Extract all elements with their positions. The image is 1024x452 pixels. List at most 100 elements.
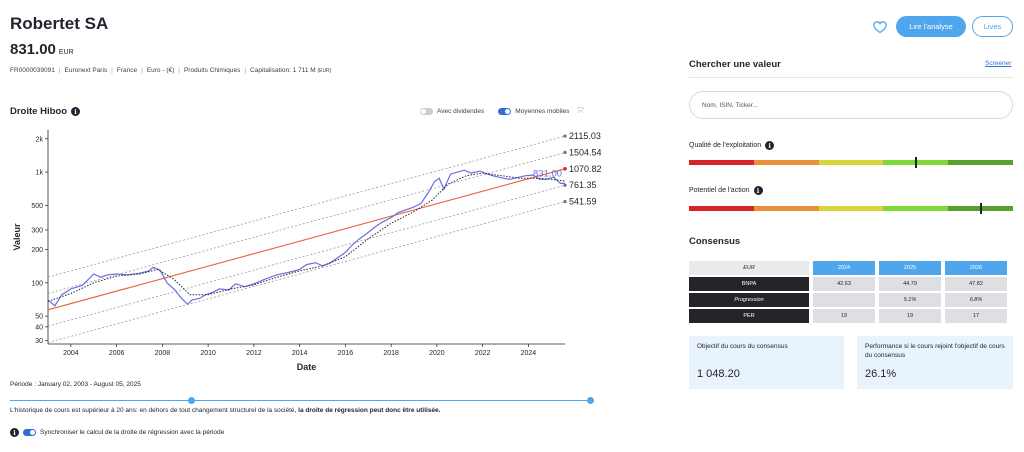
x-tick-label: 2020 xyxy=(429,350,445,357)
history-note-bold: la droite de régression peut donc être u… xyxy=(298,407,441,414)
gauge-segment xyxy=(753,206,819,211)
consensus-table: EUR 2024 2025 2026 BNPA 42.63 44.79 47.8… xyxy=(685,259,1011,325)
regression-line xyxy=(47,168,566,311)
price-line xyxy=(47,169,565,307)
y-axis-label: Valeur xyxy=(12,223,22,251)
target-price-value: 1 048.20 xyxy=(697,368,740,380)
currency-info: Euro - (€) xyxy=(146,67,175,74)
country: France xyxy=(116,67,138,74)
channel-line xyxy=(47,135,566,278)
x-tick-label: 2024 xyxy=(521,350,537,357)
y-tick-label: 50 xyxy=(35,314,43,321)
potential-info-icon[interactable]: i xyxy=(753,186,763,195)
channel-end-dot xyxy=(563,134,567,138)
performance-label: Performance si le cours rejoint l'object… xyxy=(865,343,1005,359)
screener-link[interactable]: Screener xyxy=(985,60,1012,67)
table-row: BNPA 42.63 44.79 47.82 xyxy=(689,277,1007,291)
search-title: Chercher une valeur xyxy=(689,59,781,70)
sync-info-icon[interactable]: i xyxy=(10,428,19,437)
history-note-text: L'historique de cours est supérieur à 20… xyxy=(10,407,299,414)
year-header: 2026 xyxy=(945,261,1007,275)
capitalisation: Capitalisation: 1 711 M xyxy=(250,67,316,74)
expand-icon[interactable]: ⤧ xyxy=(577,106,584,115)
target-price-card: Objectif du cours du consensus 1 048.20 xyxy=(689,336,844,389)
channel-end-label: 761.35 xyxy=(569,180,597,190)
regression-end-dot xyxy=(563,167,567,171)
y-tick-label: 30 xyxy=(35,338,43,345)
period-label: Période : January 02, 2003 - August 05, … xyxy=(10,381,141,388)
x-tick-label: 2022 xyxy=(475,350,491,357)
gauge-segment xyxy=(883,206,949,211)
channel-end-label: 1504.54 xyxy=(569,147,602,157)
dividends-toggle-label: Avec dividendes xyxy=(437,107,485,115)
chart-title-text: Droite Hiboo xyxy=(10,106,67,117)
gauge-segment xyxy=(818,206,884,211)
exchange: Euronext Paris xyxy=(64,67,108,74)
price-value: 831.00 xyxy=(10,41,56,58)
sync-label: Synchroniser le calcul de la droite de r… xyxy=(40,429,225,436)
moving-averages-toggle[interactable] xyxy=(498,107,512,115)
table-cell xyxy=(813,293,875,307)
sync-toggle[interactable] xyxy=(23,429,36,436)
info-icon[interactable]: i xyxy=(71,107,80,116)
table-row: Progression 5.1% 6.8% xyxy=(689,293,1007,307)
period-slider-start-handle[interactable] xyxy=(188,397,195,404)
potential-gauge xyxy=(689,206,1013,211)
heart-icon[interactable] xyxy=(872,19,888,35)
gauge-segment xyxy=(689,206,754,211)
gauge-segment xyxy=(948,160,1013,165)
y-tick-label: 2k xyxy=(36,136,44,143)
sector: Produits Chimiques xyxy=(183,67,241,74)
period-slider-track[interactable] xyxy=(10,400,592,401)
moving-averages-toggle-label: Moyennes mobiles xyxy=(515,107,570,115)
y-tick-label: 300 xyxy=(31,227,43,234)
period-slider-end-handle[interactable] xyxy=(587,397,594,404)
gauge-segment xyxy=(753,160,819,165)
stock-meta: FR0000039091 | Euronext Paris | France | Euro … xyxy=(10,67,332,74)
y-tick-label: 40 xyxy=(35,324,43,331)
channel-end-dot xyxy=(563,199,567,204)
table-cell: 17 xyxy=(945,309,1007,323)
gauge-title-quality: Qualité de l'exploitation i xyxy=(689,141,775,150)
row-label: PER xyxy=(689,309,809,323)
current-price-label: 831.00 xyxy=(533,168,562,179)
table-header-row: EUR 2024 2025 2026 xyxy=(689,261,1007,275)
year-header: 2025 xyxy=(879,261,941,275)
channel-line xyxy=(47,201,566,343)
dividends-toggle[interactable] xyxy=(420,107,433,115)
y-tick-label: 500 xyxy=(31,203,43,210)
table-row: PER 19 19 17 xyxy=(689,309,1007,323)
read-analysis-button[interactable]: Lire l'analyse xyxy=(896,16,966,37)
regression-end-label: 1070.82 xyxy=(569,164,602,174)
divider xyxy=(689,77,1013,78)
table-cell: 44.79 xyxy=(879,277,941,291)
history-note: L'historique de cours est supérieur à 20… xyxy=(10,407,440,414)
chart-toggles: Avec dividendes Moyennes mobiles ⤧ xyxy=(420,106,584,116)
company-name: Robertet SA xyxy=(10,14,109,33)
chart-title: Droite Hiboo i xyxy=(10,106,80,117)
x-tick-label: 2004 xyxy=(63,350,79,357)
currency-header: EUR xyxy=(689,261,809,275)
channel-end-label: 541.59 xyxy=(569,197,597,207)
gauge-segment xyxy=(818,160,884,165)
quality-gauge-marker xyxy=(914,157,917,168)
x-tick-label: 2010 xyxy=(200,350,216,357)
performance-card: Performance si le cours rejoint l'object… xyxy=(857,336,1013,389)
table-cell: 6.8% xyxy=(945,293,1007,307)
lives-button[interactable]: Lives xyxy=(972,16,1013,37)
x-axis-label: Date xyxy=(297,362,317,372)
row-label: BNPA xyxy=(689,277,809,291)
table-cell: 5.1% xyxy=(879,293,941,307)
gauge-label-potential: Potentiel de l'action xyxy=(689,187,750,194)
search-input[interactable] xyxy=(689,91,1013,119)
moving-average-line xyxy=(47,172,566,302)
y-tick-label: 200 xyxy=(31,247,43,254)
x-tick-label: 2018 xyxy=(383,350,399,357)
stock-price: 831.00 EUR xyxy=(10,41,74,58)
channel-line xyxy=(47,184,566,327)
gauge-title-potential: Potentiel de l'action i xyxy=(689,186,763,195)
quality-info-icon[interactable]: i xyxy=(765,141,775,150)
channel-end-label: 2115.03 xyxy=(569,131,601,141)
performance-value: 26.1% xyxy=(865,368,897,380)
y-tick-label: 1k xyxy=(36,170,44,177)
